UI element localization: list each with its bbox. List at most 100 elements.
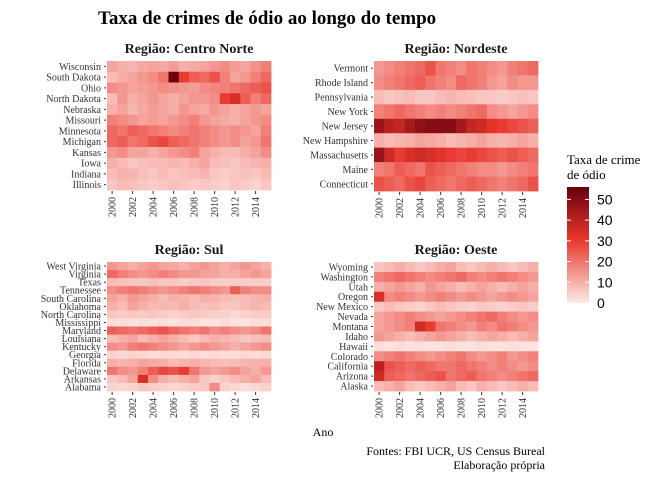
heatmap-cell xyxy=(117,334,128,344)
y-tick-label: Alaska xyxy=(340,382,368,393)
heatmap-cell xyxy=(394,104,406,120)
heatmap-cell xyxy=(486,291,498,303)
heatmap-cell xyxy=(404,61,416,76)
heatmap-cell xyxy=(189,82,200,94)
caption-note: Elaboração própria xyxy=(453,458,545,472)
heatmap-cell xyxy=(137,125,149,137)
y-tick-label: New Hampshire xyxy=(303,136,369,147)
heatmap-cell xyxy=(527,351,539,362)
heatmap-cell xyxy=(199,262,210,271)
heatmap-cell xyxy=(445,162,457,177)
heatmap-cell xyxy=(497,301,508,313)
heatmap-cell xyxy=(230,334,241,344)
heatmap-cell xyxy=(486,75,498,91)
heatmap-cell xyxy=(456,351,467,362)
heatmap-cell xyxy=(260,71,272,83)
heatmap-cell xyxy=(137,318,149,327)
heatmap-cell xyxy=(117,374,128,384)
heatmap-cell xyxy=(250,179,262,191)
heatmap-cell xyxy=(189,342,200,352)
heatmap-cell xyxy=(168,310,180,319)
heatmap-cell xyxy=(158,366,169,376)
heatmap-cell xyxy=(189,262,200,271)
heatmap-cell xyxy=(527,133,539,149)
heatmap-cell xyxy=(517,301,529,313)
heatmap-cell xyxy=(250,168,262,180)
heatmap-cell xyxy=(148,382,159,392)
heatmap-cell xyxy=(260,179,272,191)
heatmap-cell xyxy=(209,278,221,287)
heatmap-cell xyxy=(148,93,159,105)
heatmap-cell xyxy=(435,271,447,283)
heatmap-cell xyxy=(168,179,180,191)
heatmap-cell xyxy=(158,294,169,303)
heatmap-cell xyxy=(374,118,385,134)
heatmap-cell xyxy=(415,162,426,177)
heatmap-cell xyxy=(189,104,200,116)
heatmap-cell xyxy=(404,371,416,382)
heatmap-cell xyxy=(435,75,447,91)
heatmap-cell xyxy=(497,104,508,120)
x-tick-label: 2010 xyxy=(477,398,488,418)
heatmap-cell xyxy=(117,157,128,169)
heatmap-cell xyxy=(486,301,498,313)
heatmap-cell xyxy=(374,341,385,352)
heatmap-cell xyxy=(384,162,395,177)
heatmap-cell xyxy=(230,179,241,191)
heatmap-cell xyxy=(456,89,467,105)
heatmap-cell xyxy=(435,331,447,342)
heatmap-cell xyxy=(107,382,118,392)
heatmap-cell xyxy=(137,286,149,295)
heatmap-cell xyxy=(415,341,426,352)
y-tick-label: Vermont xyxy=(334,64,369,75)
heatmap-cell xyxy=(466,133,477,149)
heatmap-cell xyxy=(168,104,180,116)
heatmap-cell xyxy=(466,381,477,392)
heatmap-cell xyxy=(476,262,488,273)
heatmap-cell xyxy=(117,382,128,392)
heatmap-cell xyxy=(517,381,529,392)
heatmap-cell xyxy=(476,351,488,362)
heatmap-cell xyxy=(527,104,539,120)
x-tick-label: 2012 xyxy=(498,398,509,418)
y-tick-label: Kansas xyxy=(72,148,101,159)
heatmap-cell xyxy=(435,301,447,313)
heatmap-cell xyxy=(517,133,529,149)
heatmap-cell xyxy=(517,281,529,293)
heatmap-cell xyxy=(107,358,118,368)
heatmap-cell xyxy=(127,71,139,83)
heatmap-cell xyxy=(189,326,200,335)
heatmap-cell xyxy=(148,114,159,126)
heatmap-cell xyxy=(117,342,128,352)
heatmap-cell xyxy=(517,371,529,382)
heatmap-cell xyxy=(148,326,159,335)
heatmap-cell xyxy=(384,341,395,352)
legend-tick-label: 50 xyxy=(597,191,613,207)
heatmap-cell xyxy=(507,133,518,149)
heatmap-cell xyxy=(168,93,180,105)
heatmap-cell xyxy=(178,350,190,360)
heatmap-cell xyxy=(394,176,406,192)
heatmap-cell xyxy=(466,291,477,303)
heatmap-cell xyxy=(415,89,426,105)
heatmap-cell xyxy=(486,118,498,134)
heatmap-cell xyxy=(250,334,262,344)
heatmap-cell xyxy=(107,318,118,327)
y-tick-label: Mississippi xyxy=(55,318,101,329)
heatmap-cell xyxy=(527,75,539,91)
heatmap-cell xyxy=(497,162,508,177)
y-tick-label: Massachusetts xyxy=(310,150,368,161)
y-tick-label: Louisiana xyxy=(62,334,102,345)
heatmap-cell xyxy=(230,318,241,327)
heatmap-cell xyxy=(199,82,210,94)
heatmap-cell xyxy=(425,351,436,362)
heatmap-cell xyxy=(199,93,210,105)
heatmap-cell xyxy=(527,118,539,134)
heatmap-cell xyxy=(374,89,385,105)
heatmap-cell xyxy=(168,262,180,271)
heatmap-cell xyxy=(425,262,436,273)
heatmap-cell xyxy=(107,278,118,287)
heatmap-cell xyxy=(178,358,190,368)
heatmap-cell xyxy=(158,278,169,287)
